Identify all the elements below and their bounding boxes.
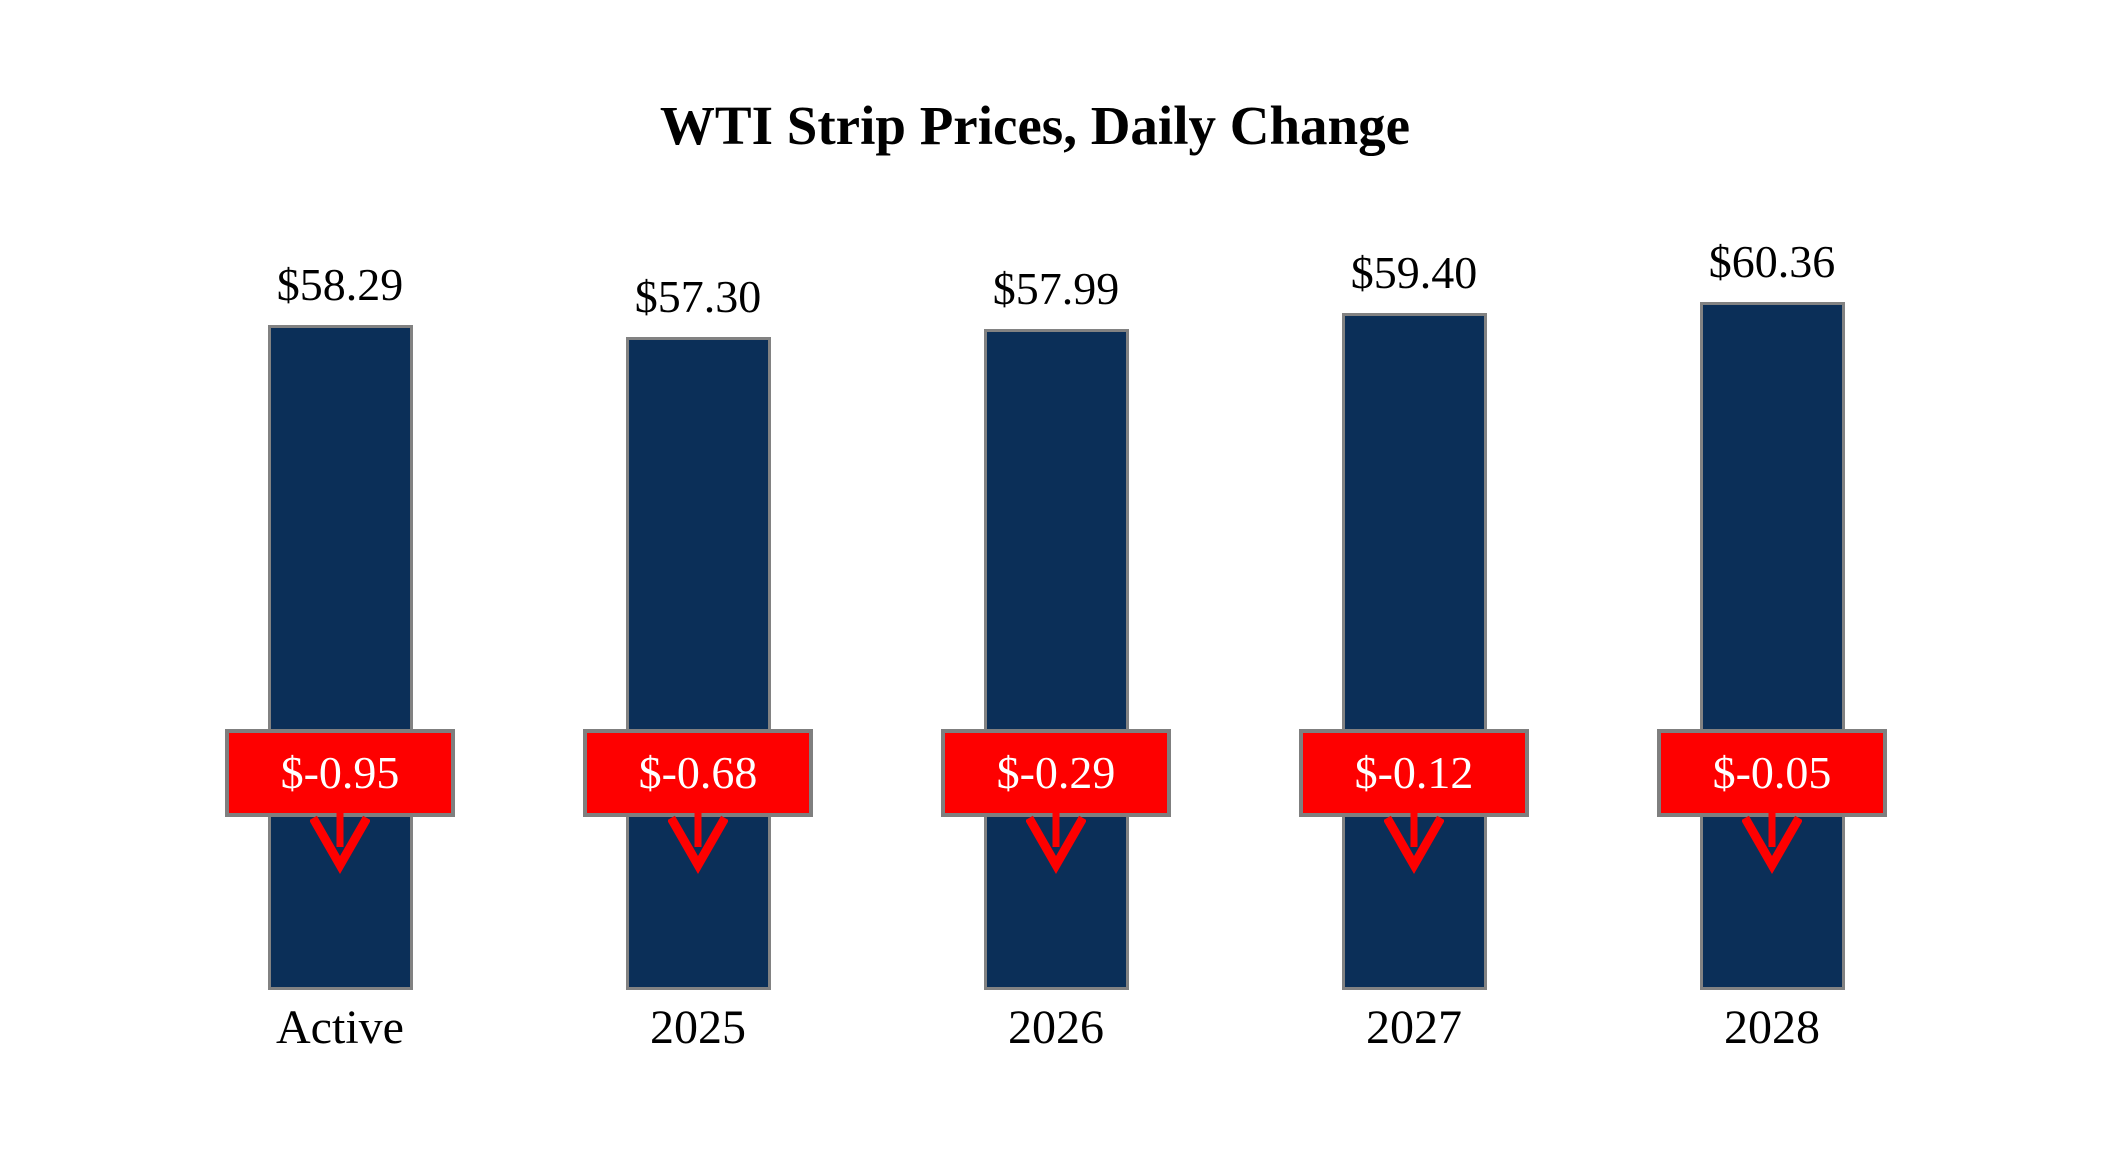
change-box: $-0.95 bbox=[225, 729, 455, 817]
down-arrow-icon bbox=[1384, 813, 1444, 875]
down-arrow-icon bbox=[1026, 813, 1086, 875]
change-box-label: $-0.68 bbox=[638, 747, 758, 798]
value-label: $59.40 bbox=[1350, 247, 1478, 298]
change-box: $-0.68 bbox=[583, 729, 813, 817]
change-box: $-0.29 bbox=[941, 729, 1171, 817]
category-label: Active bbox=[276, 1001, 404, 1054]
chart-title: WTI Strip Prices, Daily Change bbox=[659, 95, 1411, 156]
change-box-label: $-0.29 bbox=[996, 747, 1116, 798]
category-label: 2027 bbox=[1366, 1001, 1462, 1054]
change-box-label: $-0.95 bbox=[280, 747, 400, 798]
category-label: 2026 bbox=[1008, 1001, 1104, 1054]
bar bbox=[983, 329, 1129, 990]
value-label: $57.99 bbox=[992, 263, 1120, 314]
bar bbox=[267, 325, 413, 990]
bar bbox=[1699, 302, 1845, 990]
category-label: 2028 bbox=[1724, 1001, 1820, 1054]
change-box: $-0.12 bbox=[1299, 729, 1529, 817]
down-arrow-icon bbox=[1742, 813, 1802, 875]
down-arrow-icon bbox=[668, 813, 728, 875]
value-label: $57.30 bbox=[634, 271, 762, 322]
change-box: $-0.05 bbox=[1657, 729, 1887, 817]
change-box-label: $-0.12 bbox=[1354, 747, 1474, 798]
bar bbox=[625, 337, 771, 990]
down-arrow-icon bbox=[310, 813, 370, 875]
value-label: $58.29 bbox=[276, 259, 404, 310]
bar bbox=[1341, 313, 1487, 990]
change-box-label: $-0.05 bbox=[1712, 747, 1832, 798]
value-label: $60.36 bbox=[1708, 236, 1836, 287]
category-label: 2025 bbox=[650, 1001, 746, 1054]
